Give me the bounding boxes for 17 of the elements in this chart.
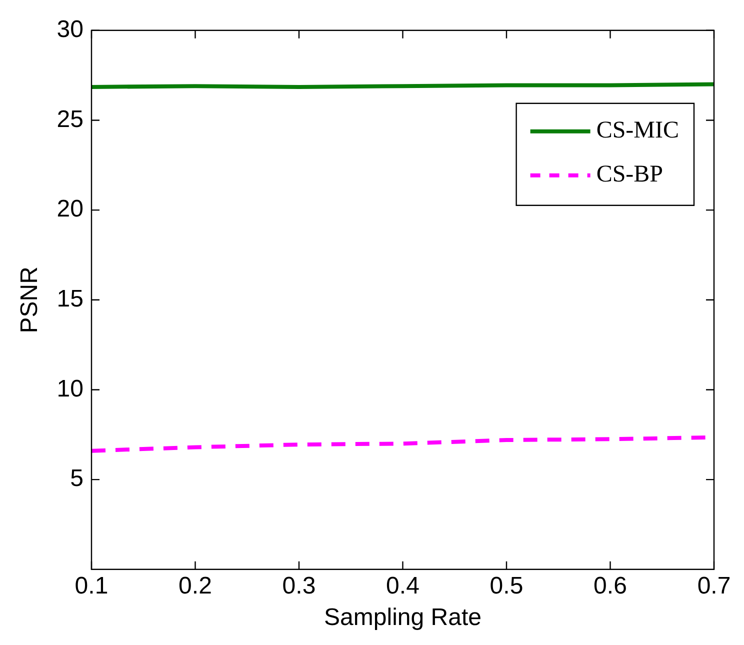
x-axis-title: Sampling Rate [324, 604, 482, 632]
y-tick-label: 20 [56, 196, 84, 223]
x-tick-label: 0.7 [697, 572, 731, 600]
legend-label: CS-MIC [596, 118, 679, 144]
y-tick-label: 30 [56, 16, 84, 44]
y-tick-label: 15 [56, 286, 84, 313]
x-tick-label: 0.4 [386, 572, 420, 600]
y-axis-title: PSNR [16, 266, 44, 334]
x-tick-label: 0.3 [282, 572, 316, 600]
x-tick-label: 0.1 [74, 572, 108, 600]
legend-label: CS-BP [596, 162, 664, 188]
x-tick-label: 0.5 [490, 572, 524, 600]
x-tick-label: 0.6 [594, 572, 627, 600]
y-tick-label: 25 [56, 106, 84, 133]
y-tick-label: 5 [70, 465, 84, 492]
x-tick-label: 0.2 [178, 572, 212, 600]
y-tick-label: 10 [56, 375, 84, 402]
